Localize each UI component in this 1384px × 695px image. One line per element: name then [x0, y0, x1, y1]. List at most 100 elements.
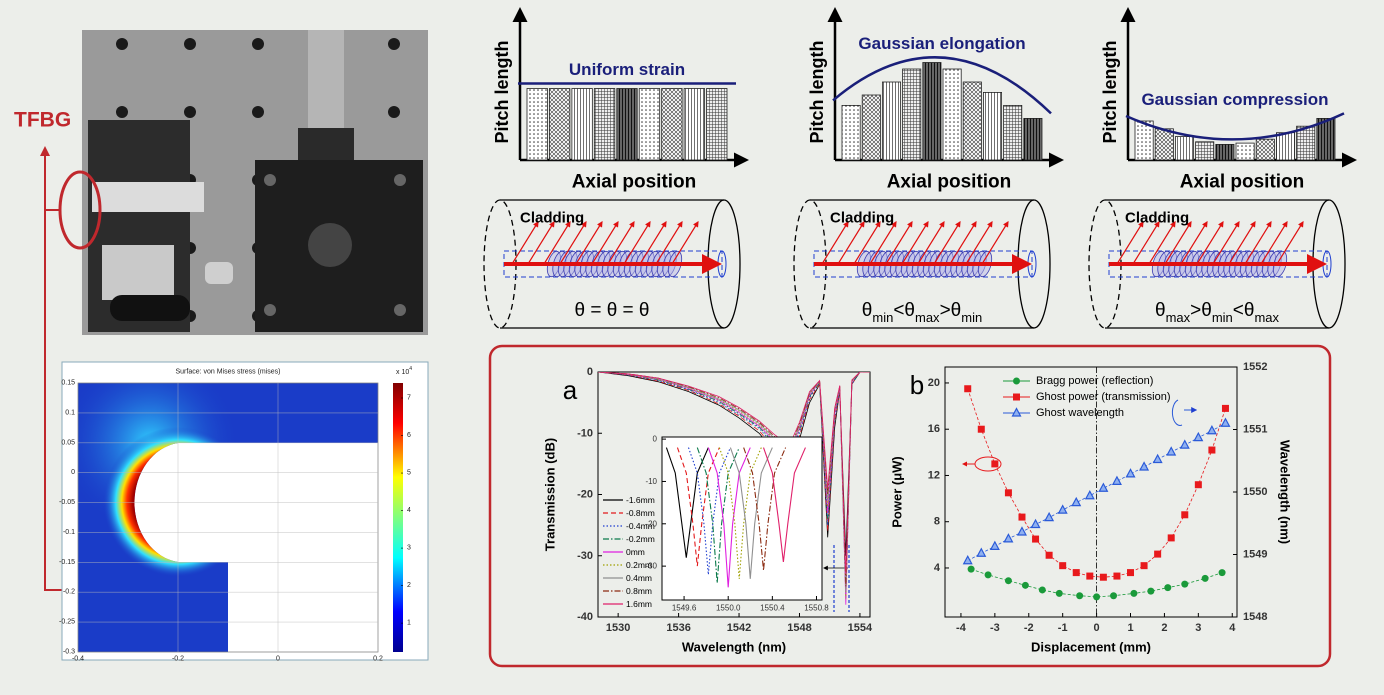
cladding — [500, 199, 724, 329]
marker — [1071, 496, 1082, 507]
tfbg-label: TFBG — [14, 109, 71, 132]
radiated-mode — [1180, 220, 1208, 265]
bar — [942, 68, 962, 161]
colorbar-tick-label: 3 — [407, 545, 411, 552]
y-tick-label: 12 — [928, 469, 940, 481]
legend-label: 0.2mm — [626, 560, 652, 570]
x-tick-label: 1530 — [606, 622, 630, 634]
marker — [1113, 572, 1121, 580]
cladding-label: Cladding — [1125, 210, 1189, 227]
angle: θ — [862, 300, 873, 321]
marker — [1152, 453, 1163, 464]
multiplier: x 10 — [396, 369, 409, 376]
bar — [1255, 138, 1275, 161]
angle: θ — [951, 300, 962, 321]
marker — [1125, 468, 1136, 478]
radiated-mode — [559, 220, 587, 265]
radiated-mode — [527, 220, 555, 265]
series-line — [967, 422, 1226, 562]
photo — [82, 30, 428, 335]
radiated-mode — [869, 220, 897, 265]
bar — [1235, 142, 1255, 161]
y-tick-label: -0.05 — [59, 499, 75, 506]
y-tick-label: -30 — [577, 550, 593, 562]
plot-frame — [661, 436, 823, 601]
y-axis-label: Transmission (dB) — [543, 438, 558, 551]
relation-text: > — [1190, 300, 1201, 321]
legend-label: Ghost wavelength — [1036, 407, 1124, 419]
marker — [1032, 535, 1040, 543]
x-tick-label: 1550.0 — [716, 604, 741, 613]
spectrum-line — [598, 372, 870, 575]
marker — [1140, 562, 1148, 570]
x-tick-label: -0.4 — [72, 656, 84, 663]
marker — [1194, 481, 1202, 489]
marker — [1057, 504, 1068, 514]
legend-label: 0.4mm — [626, 573, 652, 583]
x-tick-label: 4 — [1229, 622, 1236, 634]
radiated-mode — [607, 220, 635, 265]
marker — [1181, 580, 1189, 588]
marker — [1086, 572, 1094, 580]
panel-title: Gaussian elongation — [858, 34, 1025, 53]
angle: θ — [904, 300, 915, 321]
y-tick-label: 16 — [928, 423, 940, 435]
y2-tick-label: 1549 — [1243, 549, 1267, 561]
bar — [861, 94, 881, 161]
marker — [1167, 534, 1175, 542]
fem-plot — [61, 361, 429, 661]
marker — [1076, 592, 1084, 600]
radiated-mode — [1260, 220, 1288, 265]
y-tick-label: -40 — [577, 611, 593, 623]
marker — [984, 571, 992, 579]
angle-subscript: min — [961, 310, 982, 325]
x-tick-label: 1550.4 — [760, 604, 785, 613]
spectrum-line — [598, 372, 870, 599]
relation-text: < — [893, 300, 904, 321]
bar — [683, 88, 705, 161]
marker — [1147, 587, 1155, 595]
y-tick-label: 0 — [653, 435, 658, 444]
bar — [1003, 105, 1023, 161]
panel-label: a — [563, 375, 578, 405]
y-tick-label: -10 — [645, 477, 657, 486]
radiated-mode — [671, 220, 699, 265]
angle-subscript: max — [915, 310, 940, 325]
angle: θ — [1201, 300, 1212, 321]
marker — [1139, 461, 1150, 471]
cladding-label: Cladding — [520, 210, 584, 227]
x-tick-label: 0.2 — [373, 656, 383, 663]
radiated-mode — [1116, 220, 1144, 265]
inset-pointer — [823, 545, 850, 612]
legend-label: Ghost power (transmission) — [1036, 391, 1171, 403]
y-tick-label: -30 — [645, 562, 657, 571]
y-tick-label: 20 — [928, 377, 940, 389]
angle-subscript: max — [1166, 310, 1191, 325]
results-box — [488, 344, 1332, 668]
marker — [1221, 404, 1229, 412]
bar — [1316, 118, 1336, 161]
marker — [1166, 446, 1177, 456]
marker — [1038, 586, 1046, 594]
bar — [706, 88, 728, 161]
marker — [1130, 589, 1138, 597]
legend-label: 0.8mm — [626, 586, 652, 596]
marker — [1059, 562, 1067, 570]
colorbar-tick-label: 7 — [407, 395, 411, 402]
x-axis-label: Axial position — [1180, 172, 1305, 193]
radiated-mode — [949, 220, 977, 265]
x-axis-label: Axial position — [572, 172, 697, 193]
marker — [1045, 551, 1053, 559]
bar — [1023, 118, 1043, 161]
panel-b-decor — [962, 399, 1198, 472]
legend-label: -0.8mm — [626, 508, 655, 518]
marker — [1098, 482, 1109, 492]
y-tick-label: -0.1 — [63, 529, 75, 536]
bar — [638, 88, 661, 161]
bar — [526, 88, 548, 161]
y-axis-label: Power (μW) — [890, 456, 905, 528]
x-tick-label: 1548 — [787, 622, 811, 634]
y-tick-label: 8 — [934, 516, 940, 528]
bar — [1175, 136, 1195, 161]
